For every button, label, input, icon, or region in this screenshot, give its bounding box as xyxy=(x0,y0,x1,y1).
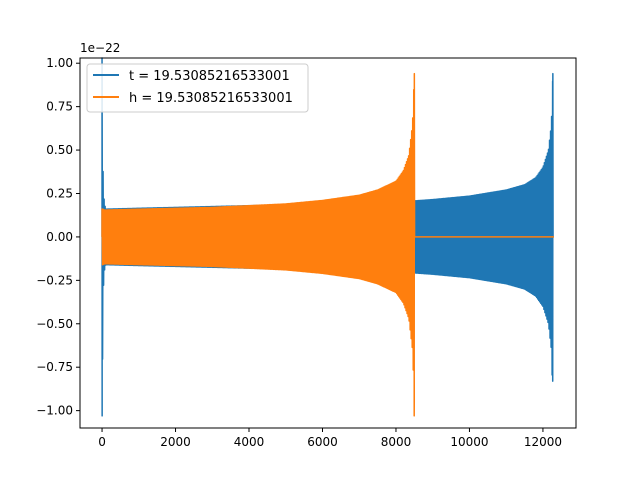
y-tick-label: 0.75 xyxy=(46,100,73,114)
x-tick-label: 4000 xyxy=(234,435,265,449)
x-axis: 0 2000 4000 6000 8000 10000 12000 xyxy=(98,428,562,449)
y-tick-label: −0.75 xyxy=(36,360,73,374)
legend-label-t: t = 19.53085216533001 xyxy=(129,69,290,84)
legend-box xyxy=(86,63,309,113)
y-tick-label: −0.50 xyxy=(36,317,73,331)
series-line-h xyxy=(101,72,554,417)
axes-frame xyxy=(79,57,577,429)
legend: t = 19.53085216533001 h = 19.53085216533… xyxy=(86,63,309,113)
x-tick-label: 0 xyxy=(98,435,106,449)
y-axis: −1.00 −0.75 −0.50 −0.25 0.00 0.25 0.50 0.75 1.00 xyxy=(36,56,80,418)
legend-label-h: h = 19.53085216533001 xyxy=(129,91,293,106)
y-tick-label: −1.00 xyxy=(36,404,73,418)
y-tick-label: 1.00 xyxy=(46,56,73,70)
y-offset-label: 1e−22 xyxy=(80,41,120,55)
x-tick-label: 12000 xyxy=(524,435,562,449)
y-tick-label: 0.25 xyxy=(46,186,73,200)
x-tick-label: 10000 xyxy=(450,435,488,449)
y-tick-label: 0.00 xyxy=(46,230,73,244)
plot-area xyxy=(101,57,554,417)
y-tick-label: −0.25 xyxy=(36,273,73,287)
x-tick-label: 2000 xyxy=(160,435,191,449)
x-tick-label: 8000 xyxy=(381,435,412,449)
y-tick-label: 0.50 xyxy=(46,143,73,157)
x-tick-label: 6000 xyxy=(307,435,338,449)
